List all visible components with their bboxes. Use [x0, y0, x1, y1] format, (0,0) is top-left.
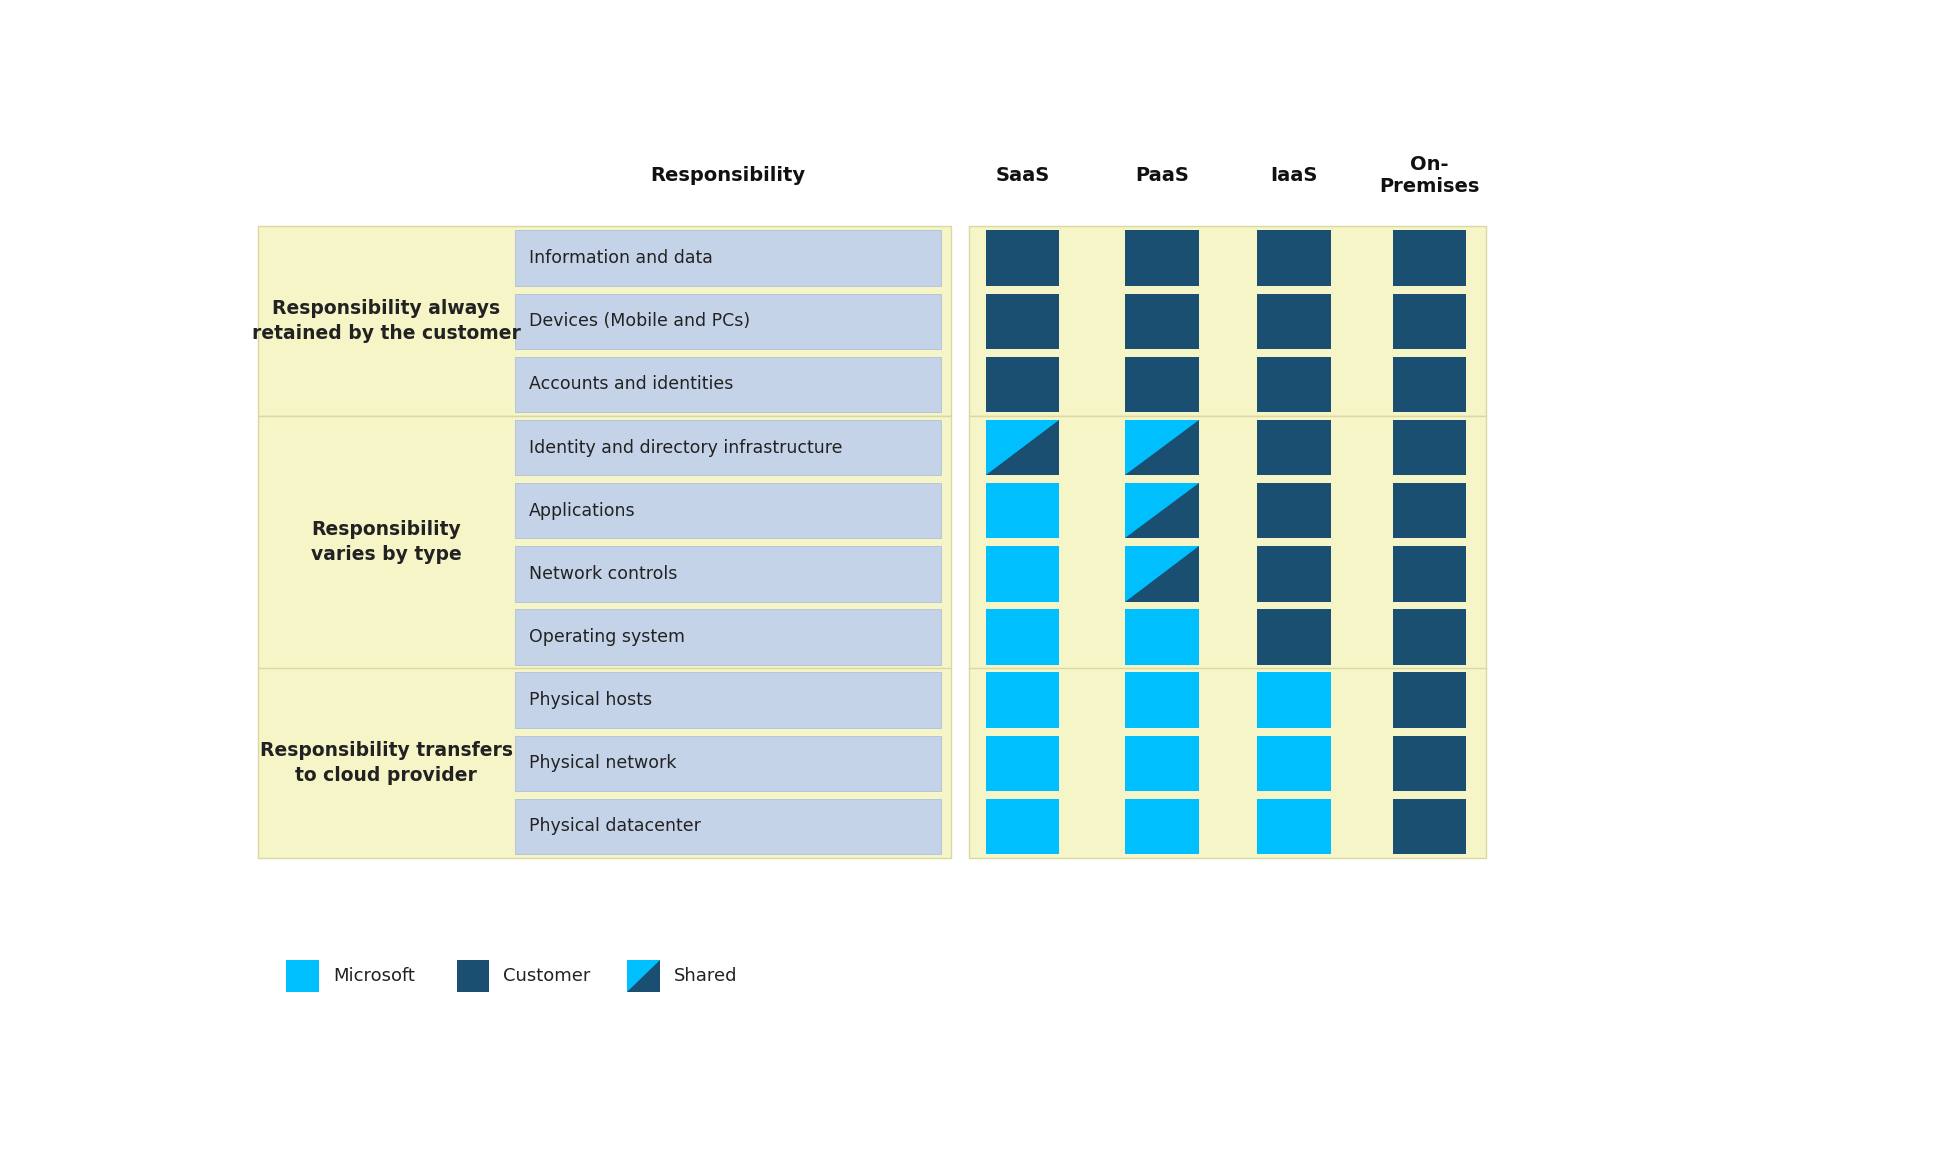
Bar	[1125, 420, 1199, 475]
Polygon shape	[628, 959, 659, 992]
Polygon shape	[1125, 546, 1199, 601]
Bar	[1258, 483, 1330, 538]
Text: Responsibility: Responsibility	[651, 167, 805, 185]
Bar	[515, 798, 942, 854]
Bar	[969, 668, 1486, 858]
Bar	[1392, 610, 1466, 665]
Bar	[1392, 736, 1466, 791]
Bar	[1125, 673, 1199, 728]
Text: Operating system: Operating system	[528, 628, 684, 646]
Text: Responsibility always
retained by the customer: Responsibility always retained by the cu…	[252, 299, 521, 343]
Text: Information and data: Information and data	[528, 250, 714, 267]
Bar	[987, 798, 1059, 854]
Text: Responsibility transfers
to cloud provider: Responsibility transfers to cloud provid…	[259, 742, 513, 785]
Bar	[515, 293, 942, 348]
Bar	[515, 420, 942, 475]
Bar	[987, 230, 1059, 286]
Text: Responsibility
varies by type: Responsibility varies by type	[310, 520, 462, 565]
Bar	[987, 610, 1059, 665]
Bar	[515, 610, 942, 665]
Bar	[1125, 610, 1199, 665]
Bar	[257, 227, 950, 416]
Bar	[987, 483, 1059, 538]
Bar	[969, 415, 1486, 669]
Bar	[1392, 546, 1466, 601]
Bar	[1125, 356, 1199, 412]
Bar	[1392, 230, 1466, 286]
Text: IaaS: IaaS	[1269, 167, 1318, 185]
Bar	[515, 546, 942, 601]
Bar	[1125, 293, 1199, 348]
Bar	[257, 668, 950, 858]
Bar	[1258, 293, 1330, 348]
Bar	[628, 959, 659, 992]
Bar	[456, 959, 489, 992]
Text: Microsoft: Microsoft	[333, 967, 415, 984]
Bar	[287, 959, 320, 992]
Bar	[987, 356, 1059, 412]
Bar	[1258, 673, 1330, 728]
Bar	[1392, 798, 1466, 854]
Bar	[1258, 610, 1330, 665]
Text: Identity and directory infrastructure: Identity and directory infrastructure	[528, 438, 842, 457]
Text: Physical hosts: Physical hosts	[528, 691, 651, 710]
Bar	[987, 546, 1059, 601]
Text: On-
Premises: On- Premises	[1379, 155, 1480, 197]
Bar	[1125, 230, 1199, 286]
Bar	[987, 420, 1059, 475]
Bar	[1125, 736, 1199, 791]
Bar	[515, 230, 942, 286]
Text: Customer: Customer	[503, 967, 591, 984]
Text: PaaS: PaaS	[1135, 167, 1190, 185]
Text: Physical network: Physical network	[528, 754, 677, 773]
Bar	[515, 483, 942, 538]
Text: Network controls: Network controls	[528, 565, 677, 583]
Text: Physical datacenter: Physical datacenter	[528, 818, 700, 835]
Bar	[515, 673, 942, 728]
Bar	[1258, 356, 1330, 412]
Bar	[257, 415, 950, 669]
Bar	[1125, 483, 1199, 538]
Polygon shape	[1125, 483, 1199, 538]
Bar	[987, 736, 1059, 791]
Bar	[987, 293, 1059, 348]
Bar	[987, 673, 1059, 728]
Bar	[515, 356, 942, 412]
Bar	[1258, 420, 1330, 475]
Polygon shape	[1125, 420, 1199, 475]
Text: Shared: Shared	[675, 967, 737, 984]
Bar	[969, 227, 1486, 416]
Bar	[1258, 736, 1330, 791]
Bar	[1392, 483, 1466, 538]
Polygon shape	[987, 420, 1059, 475]
Bar	[1392, 293, 1466, 348]
Bar	[1392, 420, 1466, 475]
Text: Accounts and identities: Accounts and identities	[528, 375, 733, 393]
Text: SaaS: SaaS	[996, 167, 1049, 185]
Bar	[1258, 546, 1330, 601]
Bar	[1392, 673, 1466, 728]
Bar	[1125, 546, 1199, 601]
Bar	[1258, 230, 1330, 286]
Bar	[1258, 798, 1330, 854]
Bar	[1125, 798, 1199, 854]
Bar	[515, 736, 942, 791]
Text: Devices (Mobile and PCs): Devices (Mobile and PCs)	[528, 313, 751, 330]
Text: Applications: Applications	[528, 501, 636, 520]
Bar	[1392, 356, 1466, 412]
